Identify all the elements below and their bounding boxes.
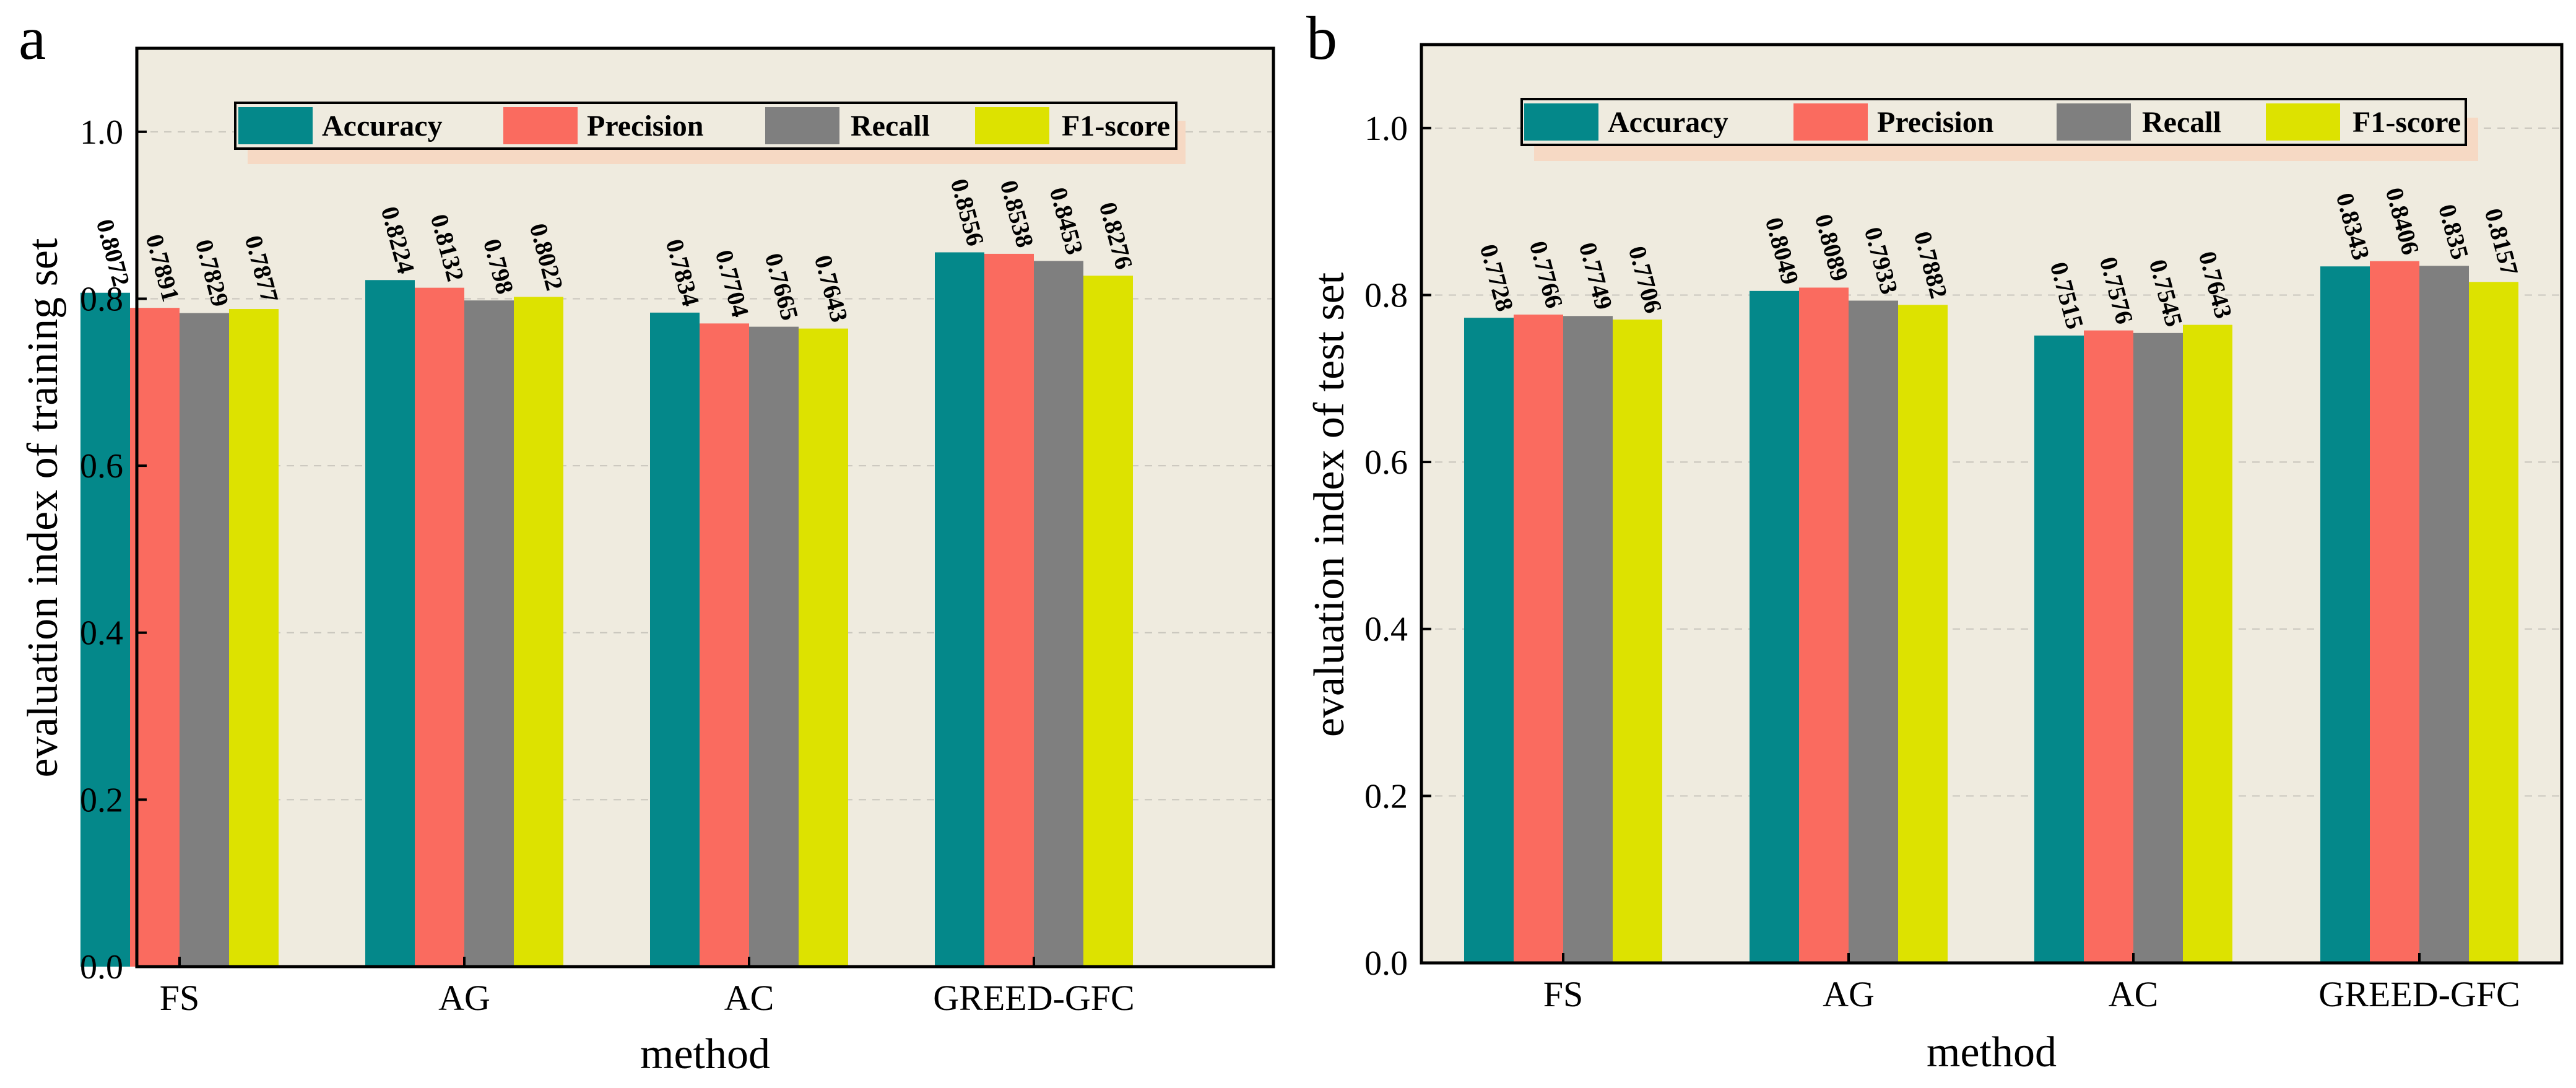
panel-a-plot-frame bbox=[135, 46, 1275, 968]
y-tick-label: 0.6 bbox=[1364, 443, 1408, 482]
legend-label: F1-score bbox=[2353, 106, 2461, 139]
x-tick-label: FS bbox=[160, 978, 200, 1018]
legend-label: Precision bbox=[587, 110, 703, 142]
bar-recall bbox=[1849, 300, 1898, 964]
y-tick-label: 0.8 bbox=[1364, 276, 1408, 315]
legend-swatch bbox=[238, 107, 313, 144]
bar-accuracy bbox=[2320, 266, 2370, 963]
panel-b-legend: Accuracy Precision Recall F1-score bbox=[1520, 98, 2478, 161]
bar-accuracy bbox=[365, 280, 415, 967]
bar-accuracy bbox=[2034, 335, 2084, 963]
legend-label: Accuracy bbox=[1608, 106, 1728, 139]
panel-b-x-ticks: FS AG AC GREED-GFC bbox=[1543, 953, 2520, 1014]
x-tick-label: AC bbox=[724, 978, 774, 1018]
bar-accuracy bbox=[935, 252, 984, 967]
bar-f1-score bbox=[1613, 320, 1662, 963]
panel-b-y-ticks: 0.0 0.2 0.4 0.6 0.8 1.0 bbox=[1364, 110, 1431, 983]
legend-swatch bbox=[2266, 103, 2340, 141]
panel-a-legend: Accuracy Precision Recall F1-score bbox=[234, 102, 1186, 164]
panel-b-bars bbox=[1464, 261, 2518, 964]
bar-f1-score bbox=[1898, 305, 1948, 964]
y-tick-label: 0.4 bbox=[80, 614, 123, 653]
bar-precision bbox=[700, 323, 749, 967]
bar-f1-score bbox=[1083, 276, 1133, 967]
bar-precision bbox=[2084, 330, 2133, 963]
y-tick-label: 0.2 bbox=[80, 781, 123, 819]
panel-b-y-axis-title: evaluation index of test set bbox=[1306, 272, 1353, 737]
bar-f1-score bbox=[799, 328, 848, 967]
x-tick-label: AG bbox=[1823, 974, 1875, 1014]
y-tick-label: 0.6 bbox=[80, 447, 123, 485]
panel-b-x-axis-title: method bbox=[1927, 1029, 2057, 1076]
panel-a-legend-items: Accuracy Precision Recall F1-score bbox=[238, 107, 1170, 144]
y-tick-label: 1.0 bbox=[1364, 110, 1408, 148]
bar-f1-score bbox=[229, 309, 279, 967]
y-tick-label: 0.8 bbox=[80, 280, 123, 318]
panel-a-x-axis-title: method bbox=[640, 1030, 770, 1078]
x-tick-label: GREED-GFC bbox=[2318, 974, 2520, 1014]
y-tick-label: 0.0 bbox=[1364, 944, 1408, 983]
bar-f1-score bbox=[514, 297, 563, 967]
y-tick-label: 0.0 bbox=[80, 948, 123, 986]
legend-swatch bbox=[1524, 103, 1598, 141]
bar-recall bbox=[2133, 333, 2183, 963]
panel-b: b 0.7728 0.7766 0.7749 0.7706 0.8049 0.8089 0.… bbox=[1306, 4, 2564, 1076]
bar-precision bbox=[415, 287, 464, 967]
x-tick-label: FS bbox=[1543, 974, 1584, 1014]
bar-accuracy bbox=[80, 292, 130, 967]
bar-accuracy bbox=[1750, 290, 1799, 964]
panel-a-x-ticks: FS AG AC GREED-GFC bbox=[160, 957, 1135, 1018]
data-label: 0.8072 bbox=[91, 216, 136, 289]
legend-label: F1-score bbox=[1062, 110, 1170, 142]
y-tick-label: 1.0 bbox=[80, 113, 123, 152]
bar-f1-score bbox=[2183, 324, 2232, 963]
bar-recall bbox=[749, 326, 799, 967]
x-tick-label: AC bbox=[2109, 974, 2159, 1014]
bar-recall bbox=[1563, 316, 1613, 963]
panel-a-y-axis-title: evaluation index of training set bbox=[19, 238, 67, 777]
legend-swatch bbox=[503, 107, 578, 144]
bar-precision bbox=[1799, 287, 1849, 964]
bar-accuracy bbox=[650, 312, 700, 967]
legend-swatch bbox=[975, 107, 1049, 144]
panel-b-label: b bbox=[1306, 4, 1337, 72]
legend-label: Recall bbox=[2142, 106, 2221, 139]
legend-swatch bbox=[765, 107, 839, 144]
bar-precision bbox=[2370, 261, 2419, 963]
bar-accuracy bbox=[1464, 318, 1514, 964]
bar-precision bbox=[1514, 315, 1563, 964]
x-tick-label: GREED-GFC bbox=[933, 978, 1134, 1018]
panel-a-label: a bbox=[19, 4, 46, 72]
legend-label: Accuracy bbox=[322, 110, 443, 142]
bar-precision bbox=[984, 253, 1034, 967]
y-tick-label: 0.4 bbox=[1364, 611, 1408, 649]
bar-recall bbox=[2419, 266, 2469, 963]
y-tick-label: 0.2 bbox=[1364, 777, 1408, 816]
bar-recall bbox=[180, 313, 229, 967]
panel-b-plot-frame bbox=[1420, 43, 2564, 965]
panel-a-bars bbox=[80, 252, 1133, 967]
legend-swatch bbox=[1793, 103, 1868, 141]
bar-recall bbox=[1034, 261, 1083, 967]
panel-a-y-ticks: 0.0 0.2 0.4 0.6 0.8 1.0 bbox=[80, 113, 147, 986]
bar-recall bbox=[464, 300, 514, 967]
bar-f1-score bbox=[2469, 282, 2518, 963]
legend-label: Recall bbox=[851, 110, 930, 142]
legend-label: Precision bbox=[1877, 106, 1993, 139]
x-tick-label: AG bbox=[438, 978, 490, 1018]
panel-b-legend-items: Accuracy Precision Recall F1-score bbox=[1524, 103, 2461, 141]
legend-swatch bbox=[2057, 103, 2131, 141]
panel-a: a 0.8072 0.7891 0.7829 0.7877 0.8224 0.8132 0.… bbox=[19, 4, 1275, 1078]
